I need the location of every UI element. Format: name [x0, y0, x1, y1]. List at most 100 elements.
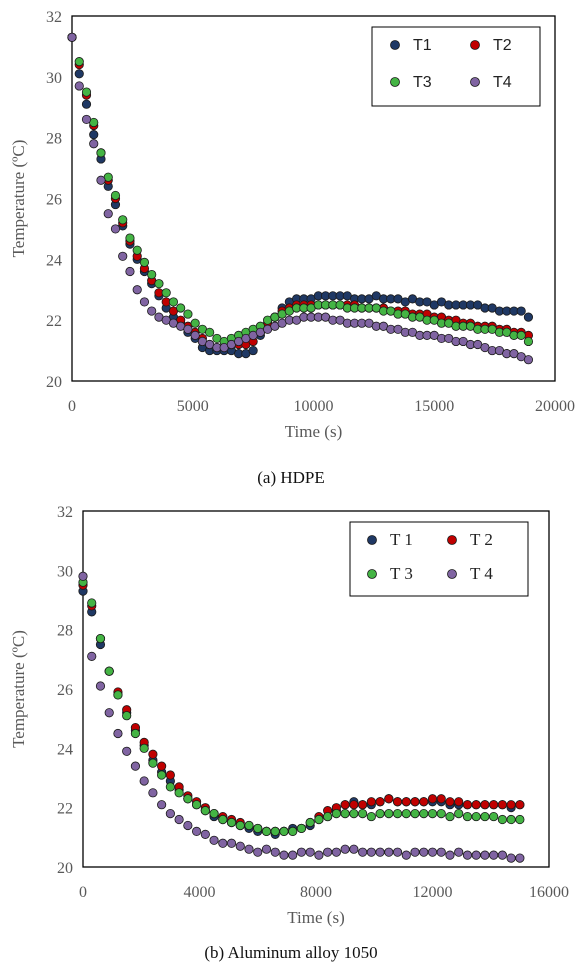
data-point [200, 806, 210, 816]
data-point [506, 800, 516, 810]
y-axis-label: Temperature (ºC) [9, 140, 28, 258]
data-point [253, 847, 263, 857]
data-point [248, 345, 258, 356]
data-point [78, 571, 88, 581]
data-point [174, 814, 184, 825]
data-point [191, 800, 202, 810]
data-point [366, 811, 376, 822]
data-point [340, 844, 350, 854]
data-point [81, 87, 92, 97]
series-t4 [78, 571, 525, 863]
data-point [410, 808, 420, 819]
legend-marker [390, 77, 400, 87]
data-point [480, 850, 490, 860]
data-point [296, 847, 307, 857]
data-point [523, 336, 534, 347]
data-point [515, 853, 525, 863]
data-point [244, 844, 254, 854]
data-point [366, 847, 376, 857]
x-axis-label: Time (s) [287, 908, 344, 927]
data-point [81, 114, 92, 125]
data-point [314, 814, 324, 825]
data-point [244, 820, 254, 831]
data-point [89, 130, 99, 140]
data-point [515, 800, 525, 810]
data-point [183, 309, 193, 319]
data-point [96, 175, 106, 185]
data-point [357, 808, 368, 819]
data-point [95, 681, 106, 691]
data-point [489, 800, 499, 810]
x-tick-label: 4000 [184, 884, 216, 901]
y-tick-label: 22 [46, 313, 62, 330]
data-point [323, 847, 333, 857]
chart-hdpe: 20 22 24 26 28 30 32 0 5000 10000 15000 20000 Time (… [9, 9, 575, 487]
legend-label: T 4 [470, 564, 493, 583]
data-point [349, 844, 359, 854]
data-point [148, 758, 158, 768]
y-tick-label: 24 [57, 741, 73, 758]
data-point [410, 797, 420, 807]
data-point [74, 69, 84, 79]
data-point [392, 847, 403, 857]
data-point [471, 811, 481, 822]
legend-label: T2 [493, 37, 512, 54]
x-tick-label: 10000 [294, 398, 334, 415]
data-point [110, 224, 121, 234]
data-point [176, 303, 186, 313]
data-point [74, 81, 84, 91]
data-point [139, 776, 149, 786]
data-point [113, 690, 123, 700]
data-point [454, 797, 464, 807]
legend-label: T 3 [390, 564, 413, 583]
data-point [139, 257, 150, 267]
data-point [183, 794, 193, 804]
data-point [209, 835, 219, 845]
data-point [516, 306, 526, 316]
data-point [104, 708, 114, 718]
series-t4 [67, 32, 534, 365]
data-point [89, 139, 99, 149]
data-point [375, 847, 385, 857]
data-point [357, 800, 368, 810]
data-point [401, 850, 411, 860]
data-point [183, 324, 193, 334]
x-axis-label: Time (s) [285, 422, 342, 441]
data-point [154, 279, 164, 289]
data-point [132, 245, 142, 255]
figure-caption: (b) Aluminum alloy 1050 [204, 943, 377, 962]
data-point [74, 57, 84, 67]
data-point [331, 808, 341, 819]
data-point [349, 808, 359, 819]
data-point [401, 797, 411, 807]
data-point [331, 847, 341, 857]
data-point [357, 847, 368, 857]
data-point [118, 215, 128, 225]
data-point [419, 847, 429, 857]
data-point [323, 811, 333, 822]
data-point [157, 800, 167, 810]
data-point [235, 841, 245, 851]
data-point [515, 814, 525, 825]
legend-label: T 2 [470, 530, 493, 549]
data-point [401, 808, 411, 819]
data-point [314, 850, 324, 860]
data-point [392, 797, 403, 807]
data-point [462, 850, 473, 860]
y-tick-label: 26 [46, 192, 62, 209]
x-tick-label: 12000 [413, 884, 453, 901]
data-point [506, 853, 516, 863]
y-tick-label: 24 [46, 252, 62, 269]
x-tick-label: 8000 [300, 884, 332, 901]
data-point [67, 32, 77, 42]
data-point [427, 808, 438, 819]
data-point [445, 797, 455, 807]
data-point [125, 266, 135, 277]
data-point [471, 850, 481, 860]
data-point [87, 651, 97, 661]
data-point [235, 820, 245, 831]
legend-label: T3 [413, 74, 432, 91]
legend-label: T1 [413, 37, 432, 54]
data-point [270, 847, 280, 857]
